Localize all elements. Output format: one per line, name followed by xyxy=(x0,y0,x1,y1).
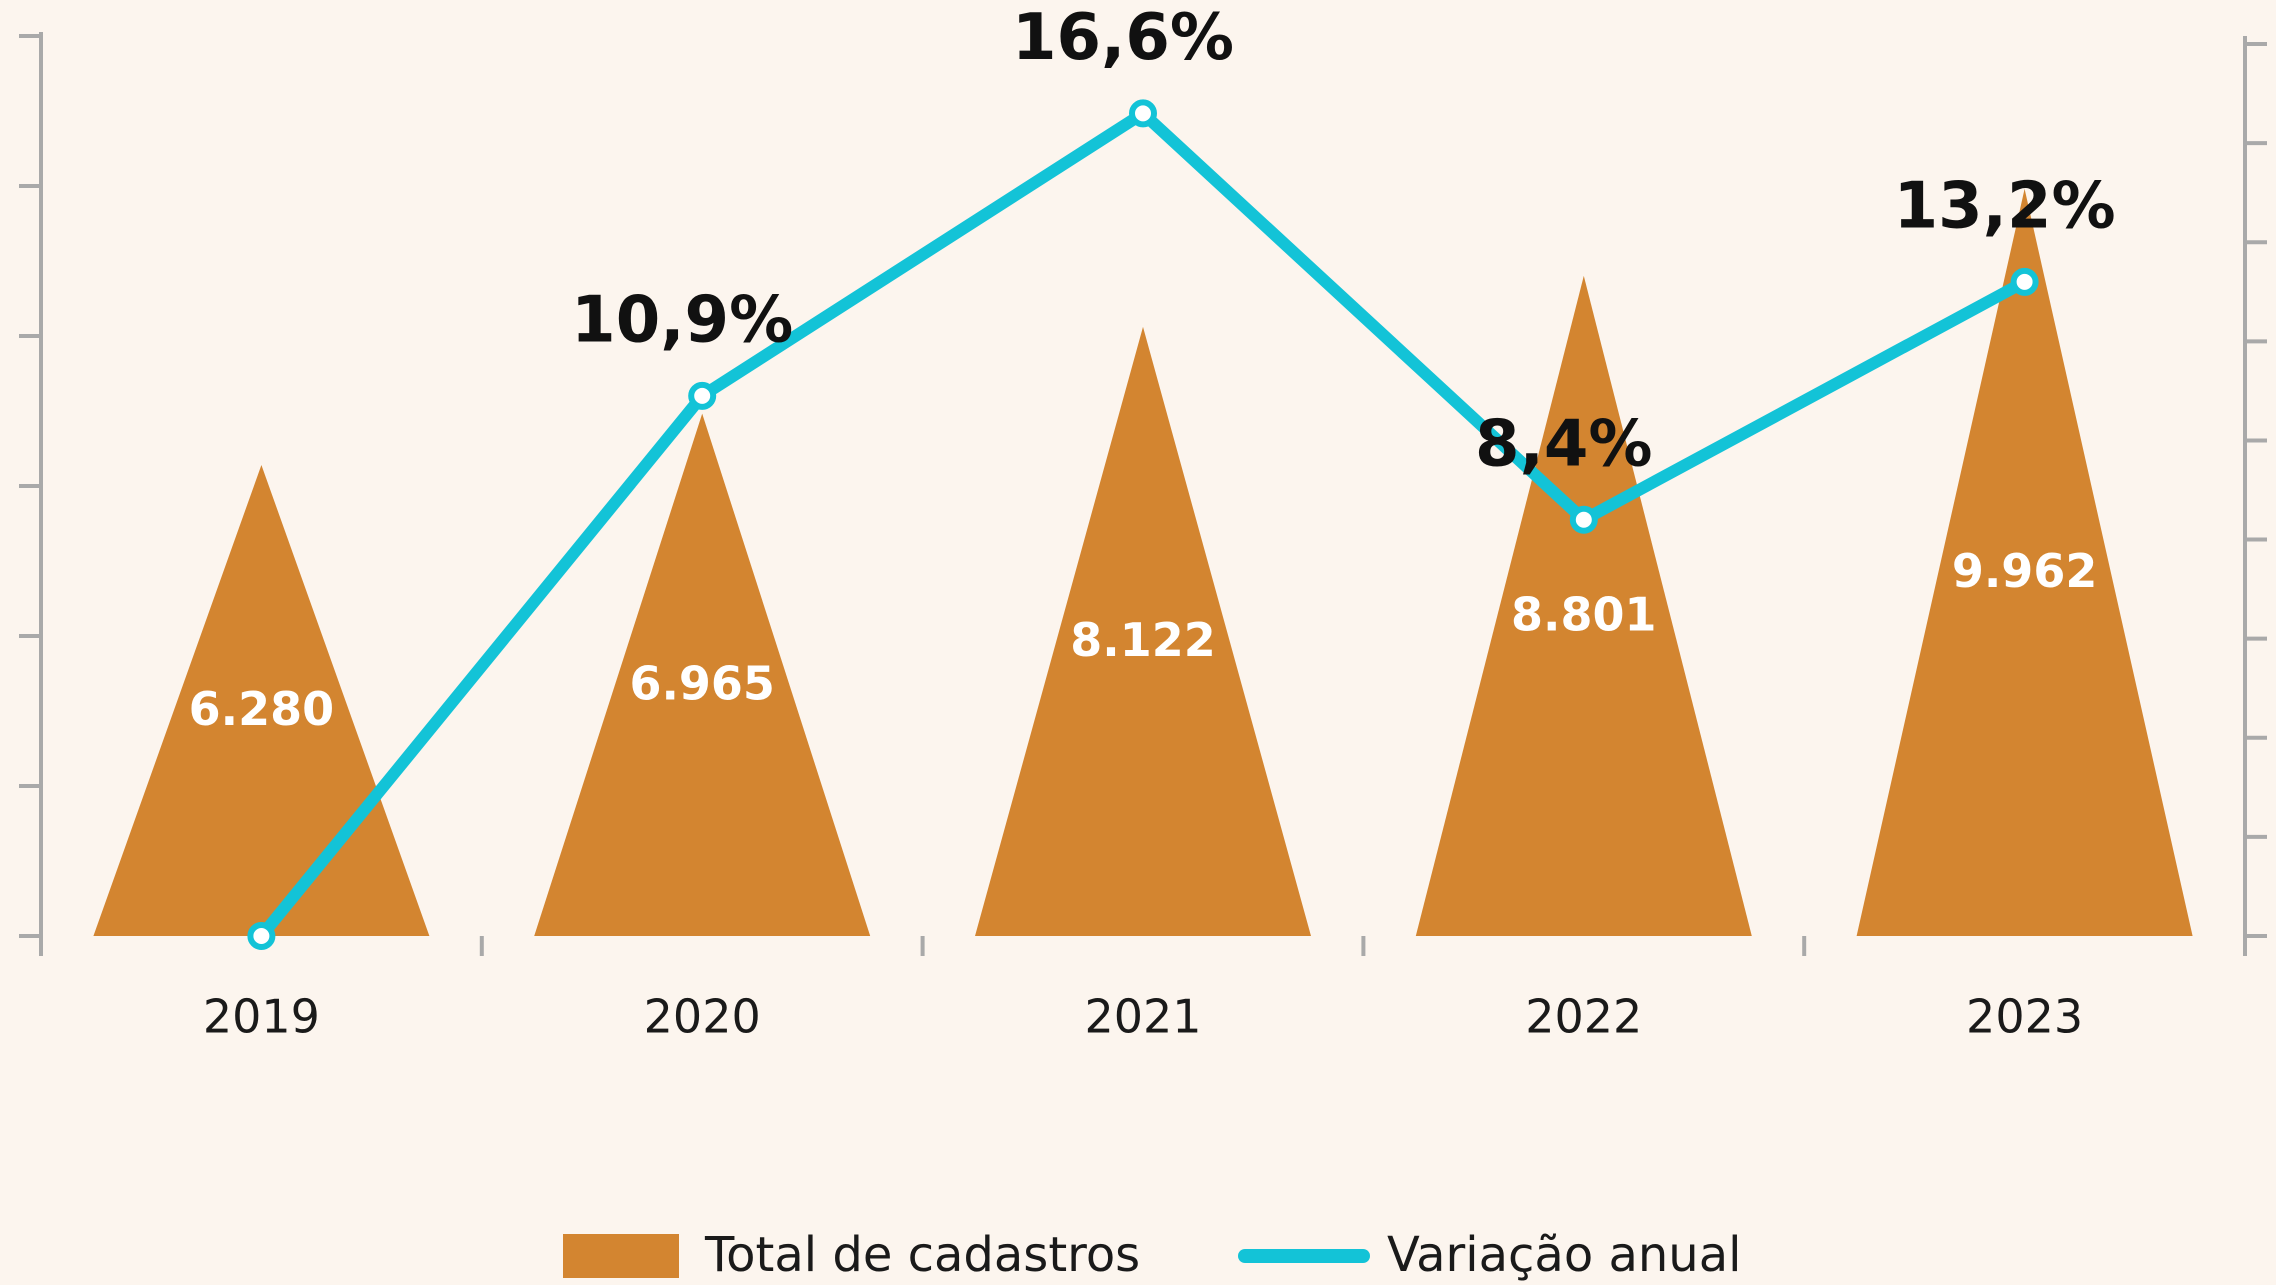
triangle-bar xyxy=(534,413,871,936)
x-tick-label: 2022 xyxy=(1525,990,1642,1044)
x-tick-label: 2019 xyxy=(203,990,320,1044)
bar-value-label: 8.122 xyxy=(1070,613,1216,667)
legend-swatch xyxy=(563,1234,679,1278)
triangle-bar xyxy=(1856,188,2193,937)
triangle-bar xyxy=(93,465,430,936)
triangle-bar xyxy=(975,326,1311,937)
x-tick-label: 2020 xyxy=(644,990,761,1044)
line-marker xyxy=(247,922,276,950)
line-value-label: 13,2% xyxy=(1894,169,2116,243)
line-value-label: 8,4% xyxy=(1475,407,1653,481)
bar-value-label: 8.801 xyxy=(1511,587,1657,641)
line-value-label: 10,9% xyxy=(571,283,793,357)
line-value-label: 16,6% xyxy=(1012,1,1234,75)
x-tick-label: 2023 xyxy=(1966,990,2083,1044)
triangle-bar xyxy=(1415,275,1752,936)
line-marker xyxy=(2010,267,2039,296)
legend-label: Variação anual xyxy=(1387,1227,1741,1283)
legend-label: Total de cadastros xyxy=(704,1227,1140,1283)
bar-value-label: 6.965 xyxy=(629,656,775,710)
line-marker xyxy=(1129,99,1157,128)
bar-value-label: 9.962 xyxy=(1952,544,2098,598)
bar-value-label: 6.280 xyxy=(189,682,335,736)
line-marker xyxy=(688,381,717,410)
line-marker xyxy=(1569,505,1598,534)
x-tick-label: 2021 xyxy=(1084,990,1201,1044)
